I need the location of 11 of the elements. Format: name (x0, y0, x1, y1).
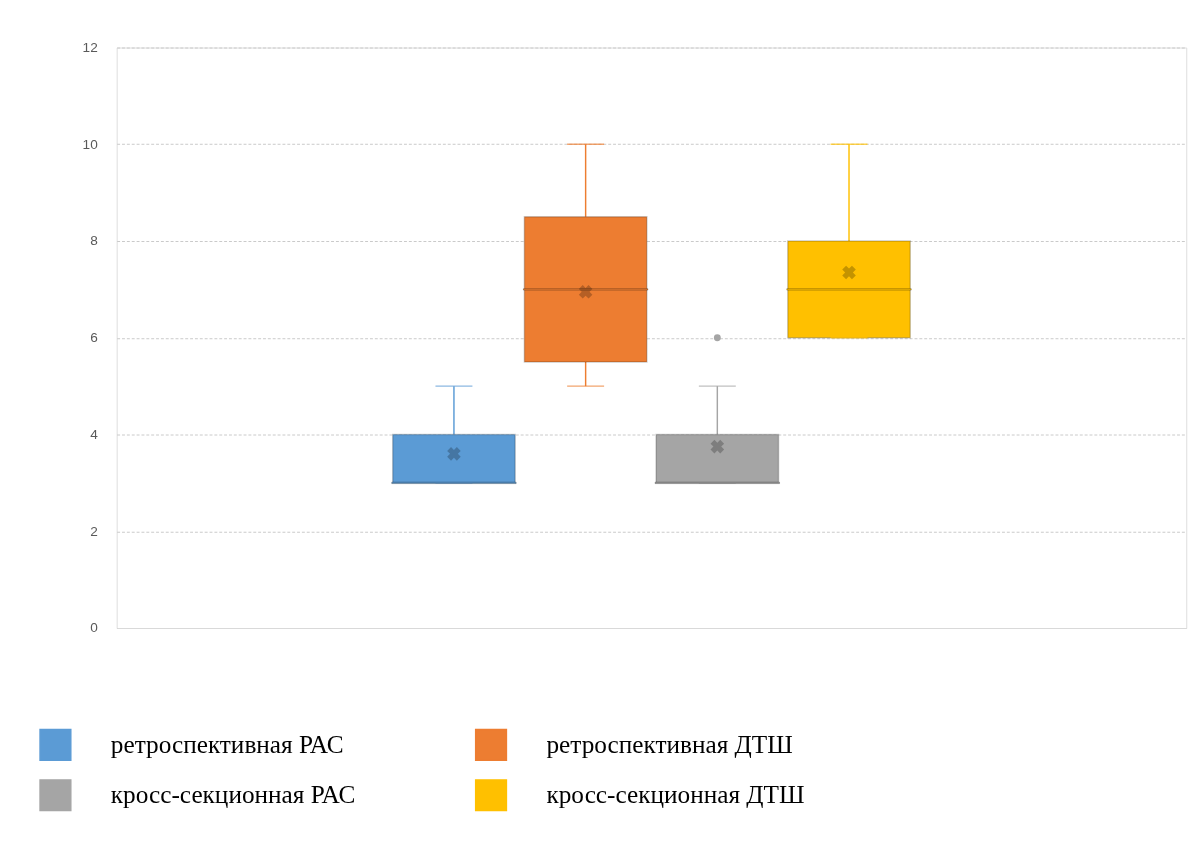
y-tick-label: 12 (82, 39, 98, 55)
y-tick-label: 4 (90, 426, 99, 442)
legend-label: кросс-секционная ДТШ (546, 780, 805, 809)
y-tick-label: 6 (90, 330, 98, 346)
y-tick-label: 0 (90, 620, 99, 636)
y-tick-label: 10 (82, 136, 99, 152)
legend-label: кросс-секционная РАС (110, 780, 356, 809)
legend-label: ретроспективная ДТШ (546, 729, 793, 758)
legend-label: ретроспективная РАС (110, 729, 344, 758)
y-tick-label: 8 (90, 233, 98, 249)
y-tick-label: 2 (90, 523, 98, 539)
